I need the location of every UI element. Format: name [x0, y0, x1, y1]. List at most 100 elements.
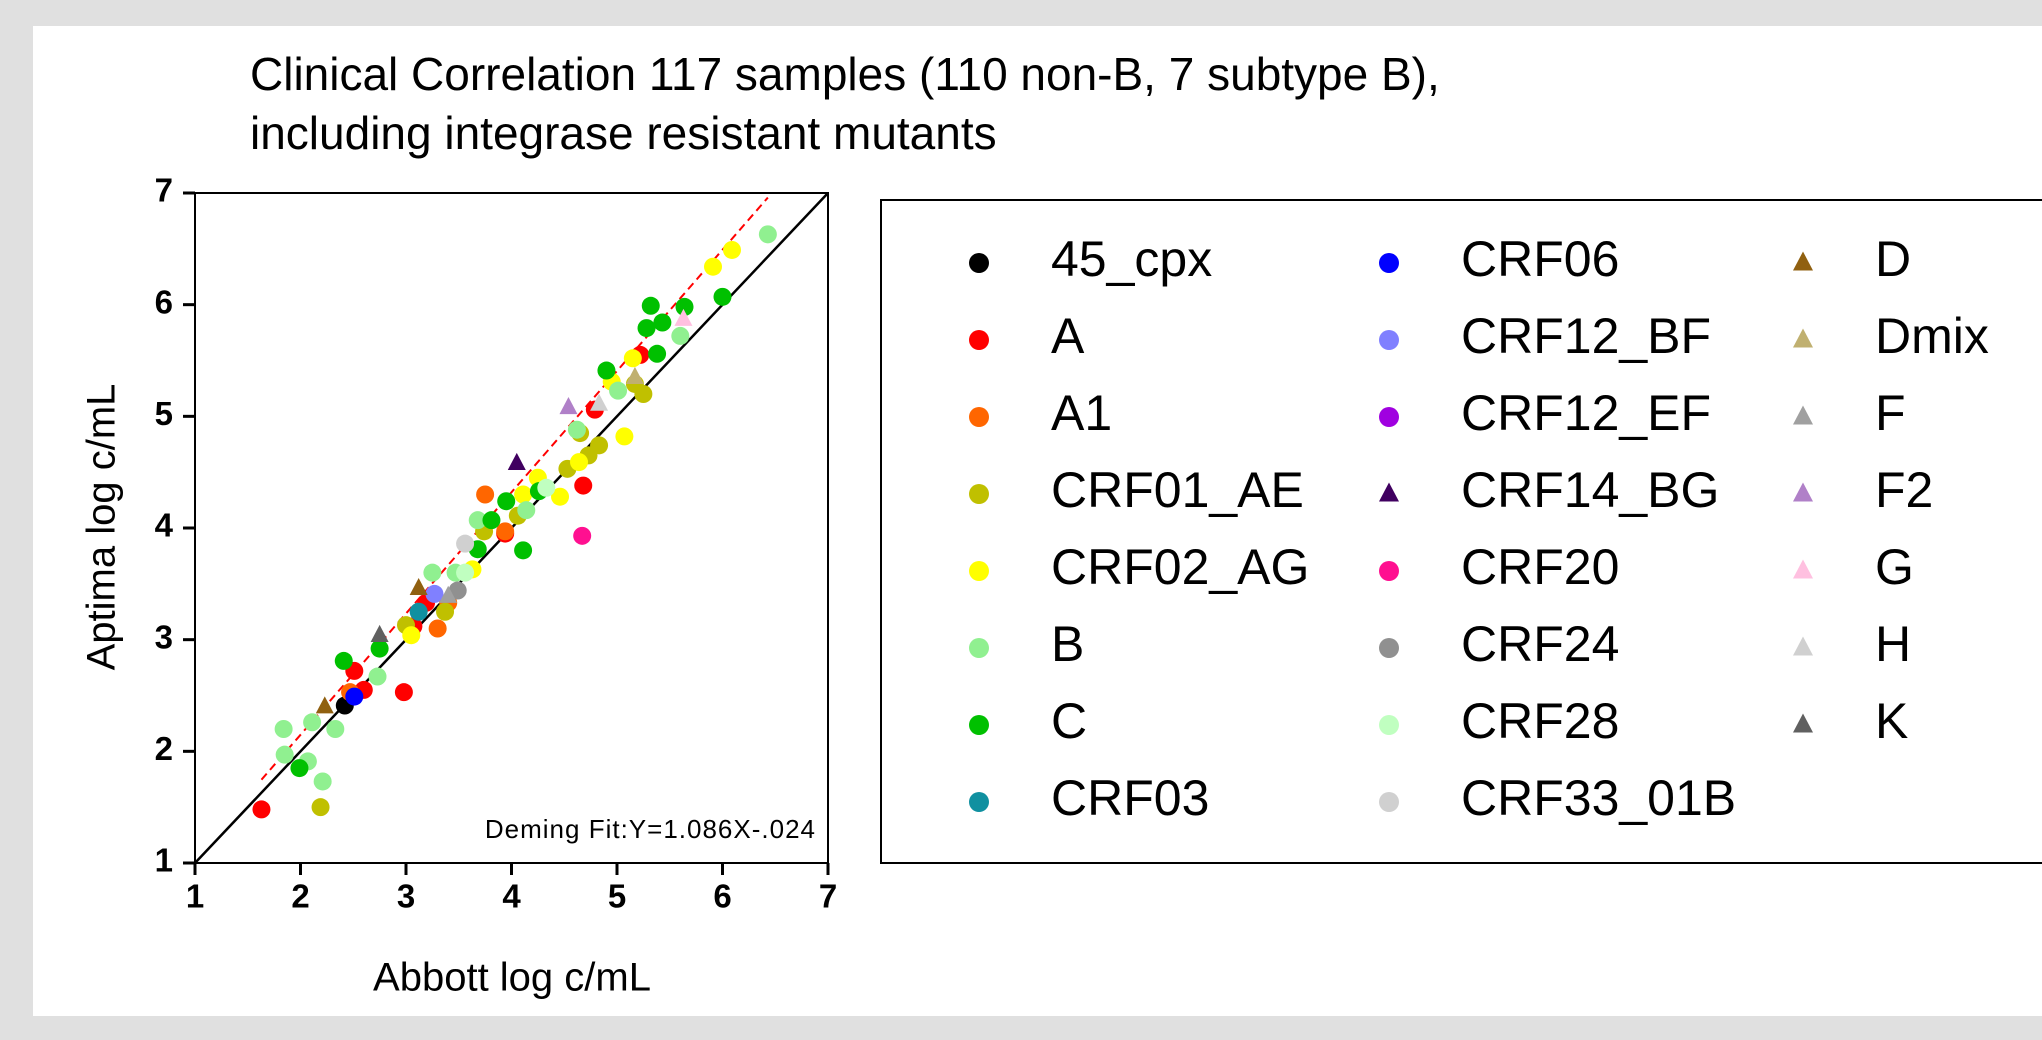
legend-marker	[1793, 713, 1813, 733]
data-point	[537, 478, 556, 497]
legend-marker	[1379, 253, 1399, 273]
chart-title: Clinical Correlation 117 samples (110 no…	[250, 48, 1440, 100]
legend-label: Dmix	[1875, 308, 1989, 364]
data-point	[394, 683, 413, 702]
legend-marker	[1793, 559, 1813, 579]
y-tick-label: 4	[155, 507, 174, 544]
data-point	[409, 577, 428, 596]
y-tick-label: 1	[155, 842, 173, 879]
data-point	[252, 800, 271, 819]
legend-marker	[1379, 330, 1399, 350]
data-point	[439, 585, 458, 603]
data-point	[758, 225, 777, 244]
data-point	[514, 485, 533, 504]
x-axis-title: Abbott log c/mL	[373, 956, 651, 1000]
legend-marker	[1793, 636, 1813, 656]
data-point	[497, 492, 516, 511]
data-point	[514, 541, 533, 560]
x-tick-label: 6	[713, 878, 731, 915]
legend-label: A1	[1051, 385, 1112, 441]
legend-marker	[969, 715, 989, 735]
y-tick-label: 6	[155, 283, 173, 320]
x-tick-label: 3	[397, 878, 415, 915]
data-point	[423, 563, 442, 582]
legend-marker	[1793, 328, 1813, 348]
legend-label: CRF20	[1461, 539, 1619, 595]
legend-label: CRF01_AE	[1051, 462, 1304, 518]
legend-marker	[969, 253, 989, 273]
y-tick-label: 5	[155, 395, 173, 432]
y-tick-label: 7	[155, 172, 173, 209]
data-point	[428, 619, 447, 638]
legend-label: CRF12_EF	[1461, 385, 1711, 441]
legend-label: CRF02_AG	[1051, 539, 1309, 595]
data-point	[653, 313, 672, 332]
data-point	[334, 651, 353, 670]
data-point	[448, 581, 467, 600]
data-point	[326, 720, 345, 738]
data-point	[496, 522, 515, 541]
legend-marker	[969, 484, 989, 504]
data-point	[597, 361, 616, 380]
legend-label: K	[1875, 693, 1908, 749]
data-point	[370, 624, 389, 642]
data-point	[637, 319, 656, 338]
legend-label: G	[1875, 539, 1914, 595]
data-point	[590, 393, 609, 411]
data-point	[313, 772, 332, 791]
legend-label: CRF14_BG	[1461, 462, 1719, 518]
data-point	[482, 511, 501, 530]
legend-marker	[1793, 405, 1813, 425]
fit-line	[260, 196, 769, 781]
data-point	[368, 667, 387, 686]
legend-label: CRF33_01B	[1461, 770, 1736, 826]
x-tick-label: 1	[186, 878, 204, 915]
data-point	[615, 427, 634, 446]
data-point	[623, 349, 642, 368]
data-point	[274, 720, 293, 738]
legend-label: A	[1051, 308, 1085, 364]
legend-marker	[969, 638, 989, 658]
legend-label: F	[1875, 385, 1906, 441]
legend-box	[880, 199, 2042, 864]
data-point	[517, 501, 536, 520]
chart-title: including integrase resistant mutants	[250, 107, 997, 159]
data-point	[722, 240, 741, 259]
data-point	[567, 420, 586, 439]
data-point	[671, 326, 690, 345]
panel	[33, 26, 2042, 1016]
legend-marker	[1793, 482, 1813, 502]
y-axis-title: Aptima log c/mL	[80, 384, 124, 671]
data-point	[641, 296, 660, 315]
legend-marker	[969, 330, 989, 350]
data-point	[625, 366, 644, 384]
x-tick-label: 5	[608, 878, 626, 915]
data-point	[311, 798, 330, 817]
legend-label: C	[1051, 693, 1087, 749]
y-tick-label: 3	[155, 618, 173, 655]
legend-marker	[1379, 792, 1399, 812]
data-point	[275, 745, 294, 764]
legend-label: CRF12_BF	[1461, 308, 1711, 364]
legend-label: D	[1875, 231, 1911, 287]
data-point	[713, 287, 732, 306]
legend-marker	[969, 792, 989, 812]
data-point	[648, 344, 667, 363]
data-point	[468, 511, 487, 530]
data-point	[409, 602, 428, 621]
data-point	[559, 397, 578, 415]
data-point	[573, 526, 592, 545]
x-tick-label: 2	[291, 878, 309, 915]
data-point	[290, 759, 309, 778]
legend-label: CRF06	[1461, 231, 1619, 287]
legend-marker	[1379, 715, 1399, 735]
legend-label: B	[1051, 616, 1084, 672]
data-point	[675, 297, 694, 316]
x-tick-label: 4	[502, 878, 521, 915]
legend-marker	[1379, 482, 1399, 502]
legend-marker	[1379, 561, 1399, 581]
data-point	[609, 381, 628, 400]
legend-marker	[969, 561, 989, 581]
